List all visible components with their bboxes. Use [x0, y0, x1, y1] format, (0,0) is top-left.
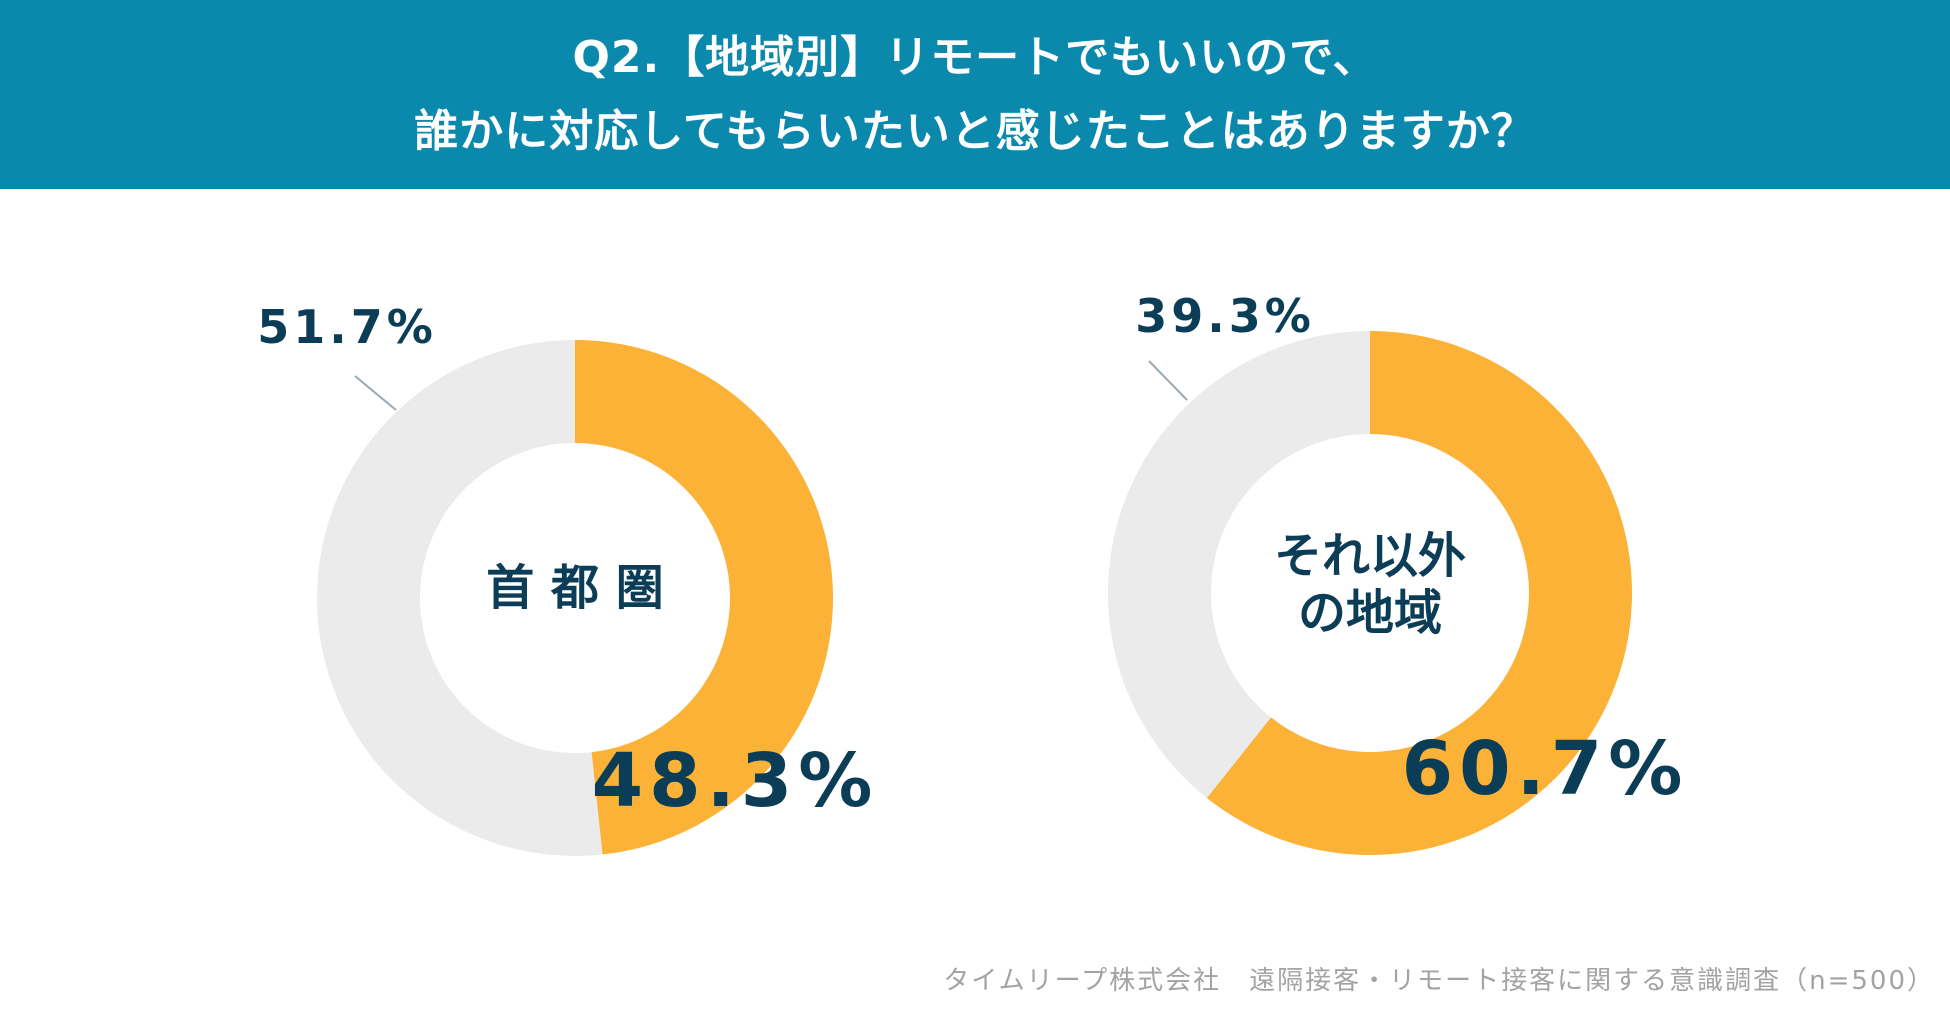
donut-2-main-value-label: 60.7% — [1402, 726, 1689, 812]
question-title-line-1: Q2.【地域別】リモートでもいいので、 — [572, 31, 1378, 83]
donut-2-center-label-line-2: の地域 — [1298, 585, 1442, 641]
donut-2-slice-main — [1206, 331, 1632, 855]
donut-1-main-value-label: 48.3% — [592, 738, 879, 824]
source-note: タイムリープ株式会社 遠隔接客・リモート接客に関する意識調査（n=500） — [943, 966, 1935, 996]
donut-2-center-label-line-1: それ以外 — [1274, 528, 1466, 584]
donut-1-leader-line — [354, 375, 397, 411]
donut-1-slice-remainder — [317, 340, 603, 856]
header-banner: Q2.【地域別】リモートでもいいので、 誰かに対応してもらいたいと感じたことはあ… — [0, 0, 1950, 189]
donut-2-leader-line — [1148, 360, 1188, 401]
donut-1-center-label-line-1: 首 都 圏 — [486, 560, 663, 616]
donut-1-remainder-value-label: 51.7% — [257, 300, 437, 354]
donut-2-slice-remainder — [1108, 331, 1370, 798]
question-title-line-2: 誰かに対応してもらいたいと感じたことはありますか？ — [414, 105, 1536, 157]
donut-2-remainder-value-label: 39.3% — [1135, 289, 1315, 343]
donut-1-slice-main — [575, 340, 834, 855]
